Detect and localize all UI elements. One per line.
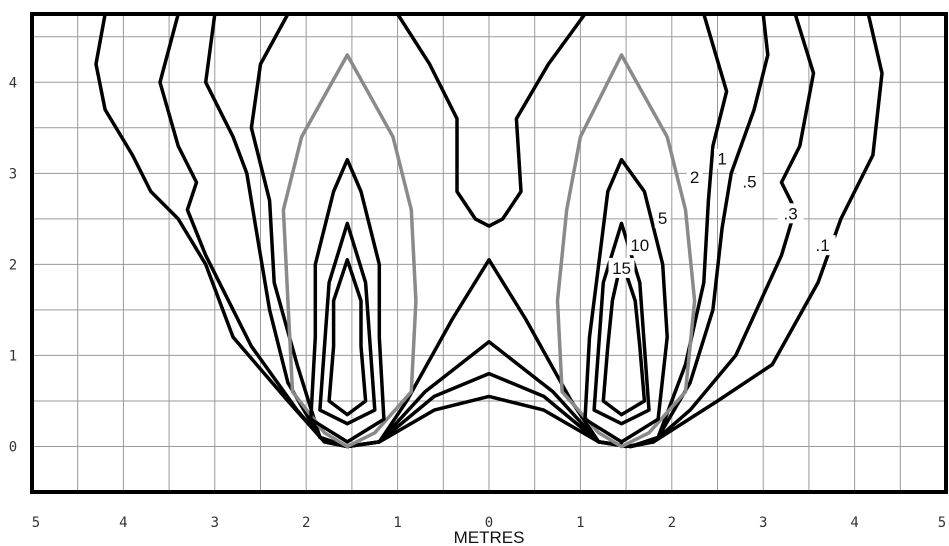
contour-label: .5 bbox=[742, 172, 756, 191]
x-tick-label: 4 bbox=[850, 515, 858, 531]
x-tick-label: 3 bbox=[759, 515, 767, 531]
contour-label-background bbox=[777, 203, 804, 224]
contour-label-background bbox=[686, 166, 703, 187]
contour-line bbox=[395, 14, 587, 228]
contour-label: 2 bbox=[690, 168, 699, 187]
contour-line-1 bbox=[249, 14, 729, 449]
contour-label: .3 bbox=[784, 204, 798, 223]
contour-line-2 bbox=[281, 53, 418, 449]
x-axis-title: METRES bbox=[454, 528, 525, 546]
contour-label-background bbox=[608, 257, 635, 278]
contour-lines bbox=[94, 14, 884, 449]
x-tick-labels: 5 4 3 2 1 0 1 2 3 4 5 bbox=[32, 515, 946, 531]
contour-line-p1 bbox=[94, 14, 884, 449]
contour-line bbox=[327, 258, 368, 417]
x-tick-label: 3 bbox=[211, 515, 219, 531]
x-tick-label: 5 bbox=[938, 515, 946, 531]
contour-label: 15 bbox=[612, 259, 631, 278]
x-tick-label: 0 bbox=[485, 515, 493, 531]
contour-labels: 12 .5 .3 5 .1 10 15 bbox=[608, 148, 836, 278]
contour-line-5 bbox=[583, 157, 669, 444]
y-tick-label: 2 bbox=[9, 257, 17, 273]
y-tick-label: 1 bbox=[9, 348, 17, 364]
y-tick-labels: 0 1 2 3 4 bbox=[9, 75, 17, 455]
contour-label-background bbox=[654, 207, 671, 228]
y-tick-label: 0 bbox=[9, 439, 17, 455]
contour-label-background bbox=[714, 148, 731, 169]
x-tick-label: 1 bbox=[576, 515, 584, 531]
y-tick-label: 3 bbox=[9, 166, 17, 182]
grid bbox=[32, 14, 946, 492]
x-tick-label: 4 bbox=[119, 515, 127, 531]
contour-label: 10 bbox=[630, 236, 649, 255]
plot-frame bbox=[30, 12, 948, 494]
y-tick-label: 4 bbox=[9, 75, 17, 91]
contour-line bbox=[309, 157, 386, 444]
contour-label: 1 bbox=[717, 150, 726, 169]
contour-label-background bbox=[626, 235, 653, 256]
contour-label: .1 bbox=[816, 236, 830, 255]
contour-line-10 bbox=[592, 221, 651, 426]
x-tick-label: 2 bbox=[302, 515, 310, 531]
contour-label-background bbox=[809, 235, 836, 256]
contour-line bbox=[318, 221, 377, 426]
x-tick-label: 2 bbox=[668, 515, 676, 531]
x-tick-label: 5 bbox=[32, 515, 40, 531]
contour-label: 5 bbox=[658, 209, 667, 228]
contour-line-p5 bbox=[203, 14, 770, 449]
x-tick-label: 1 bbox=[393, 515, 401, 531]
contour-line-2 bbox=[555, 53, 697, 449]
contour-label-background bbox=[736, 171, 763, 192]
